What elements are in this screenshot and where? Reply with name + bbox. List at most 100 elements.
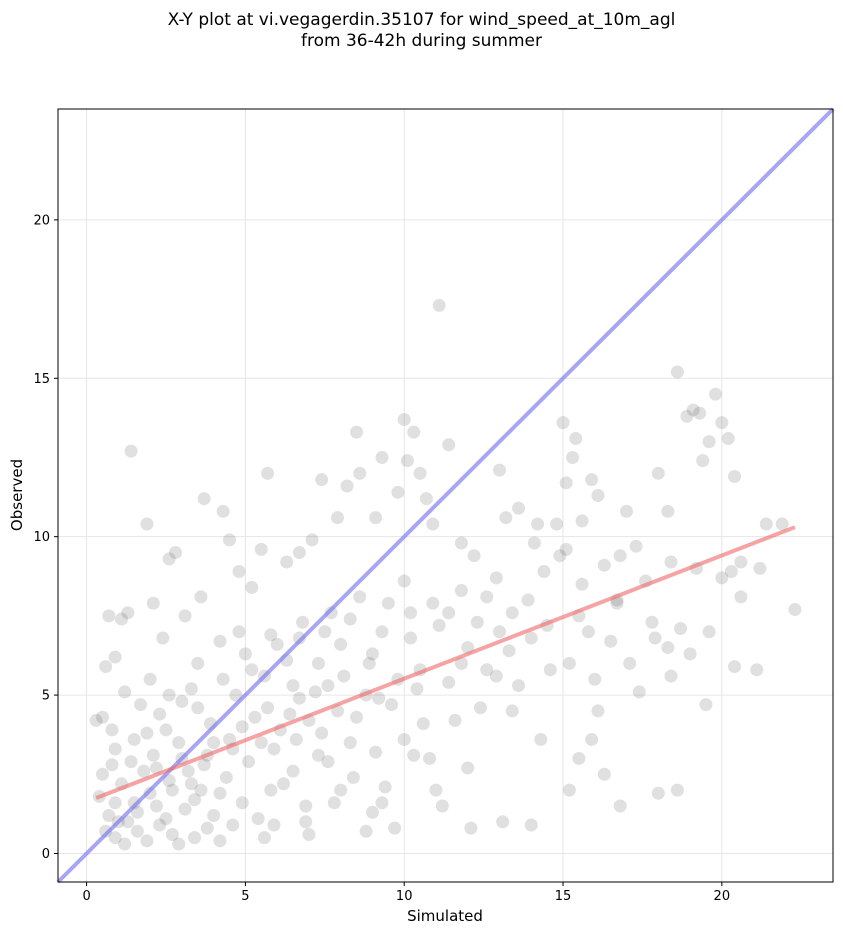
data-point-230 [172,837,186,851]
data-point-258 [191,701,205,715]
data-point-42 [467,549,481,563]
data-point-145 [473,701,487,715]
data-point-217 [108,796,122,810]
data-point-203 [575,577,589,591]
data-point-105 [302,827,316,841]
data-point-247 [254,736,268,750]
data-point-175 [346,770,360,784]
data-point-94 [728,660,742,674]
data-point-31 [375,450,389,464]
data-point-29 [353,466,367,480]
data-point-117 [127,732,141,746]
data-point-115 [95,767,109,781]
data-point-229 [489,669,503,683]
data-point-55 [585,473,599,487]
data-point-257 [162,688,176,702]
data-point-57 [597,558,611,572]
data-point-242 [165,783,179,797]
data-point-196 [543,663,557,677]
data-point-132 [311,656,325,670]
data-point-76 [753,561,767,575]
data-point-60 [629,539,643,553]
data-point-180 [153,818,167,832]
data-point-51 [559,476,573,490]
x-axis-label: Simulated [407,907,483,925]
data-point-120 [143,672,157,686]
data-point-235 [327,796,341,810]
data-point-124 [232,625,246,639]
data-point-231 [200,821,214,835]
data-point-128 [353,590,367,604]
data-point-266 [404,606,418,620]
data-point-2 [99,660,113,674]
data-point-248 [283,707,297,721]
data-point-173 [286,764,300,778]
data-point-256 [140,726,154,740]
data-point-212 [134,698,148,712]
data-point-170 [207,808,221,822]
data-point-241 [188,793,202,807]
data-point-0 [89,713,103,727]
data-point-260 [238,647,252,661]
data-point-224 [321,679,335,693]
data-point-194 [480,663,494,677]
data-point-40 [442,438,456,452]
data-point-153 [248,710,262,724]
data-point-10 [156,631,170,645]
data-point-71 [708,387,722,401]
x-tick-label-0: 0 [82,889,90,904]
data-point-49 [550,517,564,531]
x-tick-label-1: 5 [241,889,249,904]
data-point-100 [572,751,586,765]
data-point-189 [337,669,351,683]
data-point-234 [299,815,313,829]
data-point-207 [454,584,468,598]
identity-line [56,107,835,884]
data-point-81 [670,783,684,797]
data-point-4 [108,650,122,664]
data-point-215 [146,748,160,762]
data-point-61 [648,631,662,645]
data-point-218 [130,805,144,819]
data-point-228 [454,656,468,670]
regression-line [95,525,796,800]
data-point-143 [664,669,678,683]
data-point-19 [245,580,259,594]
y-axis-label: Observed [8,459,26,531]
data-point-70 [702,435,716,449]
data-point-22 [280,555,294,569]
data-point-195 [502,644,516,658]
data-point-72 [715,416,729,430]
data-point-74 [728,469,742,483]
data-point-14 [194,590,208,604]
data-point-167 [369,745,383,759]
data-point-178 [251,812,265,826]
data-point-95 [750,663,764,677]
data-point-172 [264,783,278,797]
data-point-30 [369,511,383,525]
chart-title: X-Y plot at vi.vegagerdin.35107 for wind… [167,10,676,51]
data-point-118 [153,707,167,721]
data-point-103 [429,783,443,797]
data-point-183 [172,736,186,750]
data-point-135 [404,631,418,645]
data-point-267 [442,606,456,620]
data-point-174 [321,755,335,769]
data-point-85 [496,815,510,829]
data-point-268 [470,615,484,629]
data-point-121 [118,685,132,699]
data-point-36 [413,466,427,480]
data-point-114 [149,799,163,813]
data-point-122 [191,656,205,670]
data-point-211 [159,723,173,737]
data-point-15 [197,492,211,506]
data-point-262 [292,631,306,645]
data-point-58 [610,596,624,610]
data-point-147 [416,717,430,731]
data-point-225 [350,710,364,724]
data-point-160 [194,783,208,797]
data-point-238 [334,783,348,797]
data-point-110 [130,824,144,838]
data-point-264 [343,612,357,626]
